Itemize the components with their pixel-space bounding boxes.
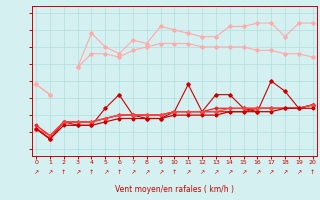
X-axis label: Vent moyen/en rafales ( km/h ): Vent moyen/en rafales ( km/h ) bbox=[115, 185, 234, 194]
